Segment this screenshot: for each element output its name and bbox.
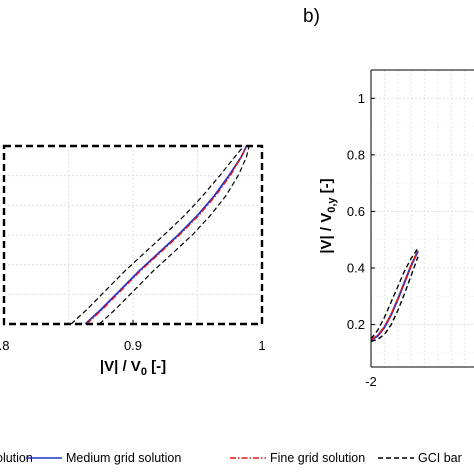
panel-b-grid	[371, 70, 474, 367]
panel-a-series-4	[99, 145, 250, 325]
panel-a-x-ticks: .8 0.9 1	[0, 320, 266, 353]
panel-b-series-3	[370, 247, 419, 340]
y-tick-label: 0.8	[347, 147, 365, 162]
y-tick-label: 0.6	[347, 204, 365, 219]
legend-label: Fine grid solution	[270, 451, 365, 465]
legend-label: GCI bar	[418, 451, 462, 465]
panel-a-series-1	[84, 145, 248, 325]
panel-a-grid	[4, 146, 262, 324]
panel-b-y-axis-label: |V| / V0,y [-]	[318, 178, 338, 253]
legend-label: olution	[0, 451, 33, 465]
panel-a-series-2	[86, 145, 248, 325]
y-tick-label: 0.4	[347, 261, 365, 276]
panel-a-x-label-prefix: |V| / V	[100, 358, 141, 375]
panel-b-y-label-prefix: |V| / V	[318, 213, 335, 254]
panel-b-series-2	[370, 250, 419, 341]
panel-b-label: b)	[303, 6, 320, 27]
panel-a-x-axis-label: |V| / V0 [-]	[100, 358, 166, 378]
x-tick-label: .8	[0, 338, 9, 353]
panel-b-axes	[370, 69, 474, 368]
panel-a-series	[70, 145, 250, 325]
panel-a-x-label-suffix: [-]	[147, 358, 166, 375]
y-tick-label: 1	[358, 91, 365, 106]
panel-b: b) 0.2 0.4 0.6 0.8 1 -2 |V| / V0,y [-]	[303, 6, 474, 389]
panel-b-ticks: 0.2 0.4 0.6 0.8 1 -2	[347, 91, 377, 389]
legend: olution Medium grid solution Fine grid sol…	[0, 451, 462, 465]
x-tick-label: 1	[258, 338, 265, 353]
x-tick-label: -2	[365, 374, 377, 389]
panel-b-series	[370, 247, 419, 343]
panel-a-x-label-sub: 0	[141, 366, 147, 378]
panel-b-y-label-sub: 0,y	[326, 197, 338, 213]
x-tick-label: 0.9	[124, 338, 142, 353]
panel-b-plot-area	[371, 70, 474, 367]
legend-label: Medium grid solution	[66, 451, 181, 465]
panel-b-series-4	[370, 256, 419, 343]
panel-a: .8 0.9 1 |V| / V0 [-]	[0, 144, 266, 378]
y-tick-label: 0.2	[347, 317, 365, 332]
panel-b-y-label-suffix: [-]	[318, 178, 335, 197]
panel-a-series-3	[70, 145, 245, 325]
